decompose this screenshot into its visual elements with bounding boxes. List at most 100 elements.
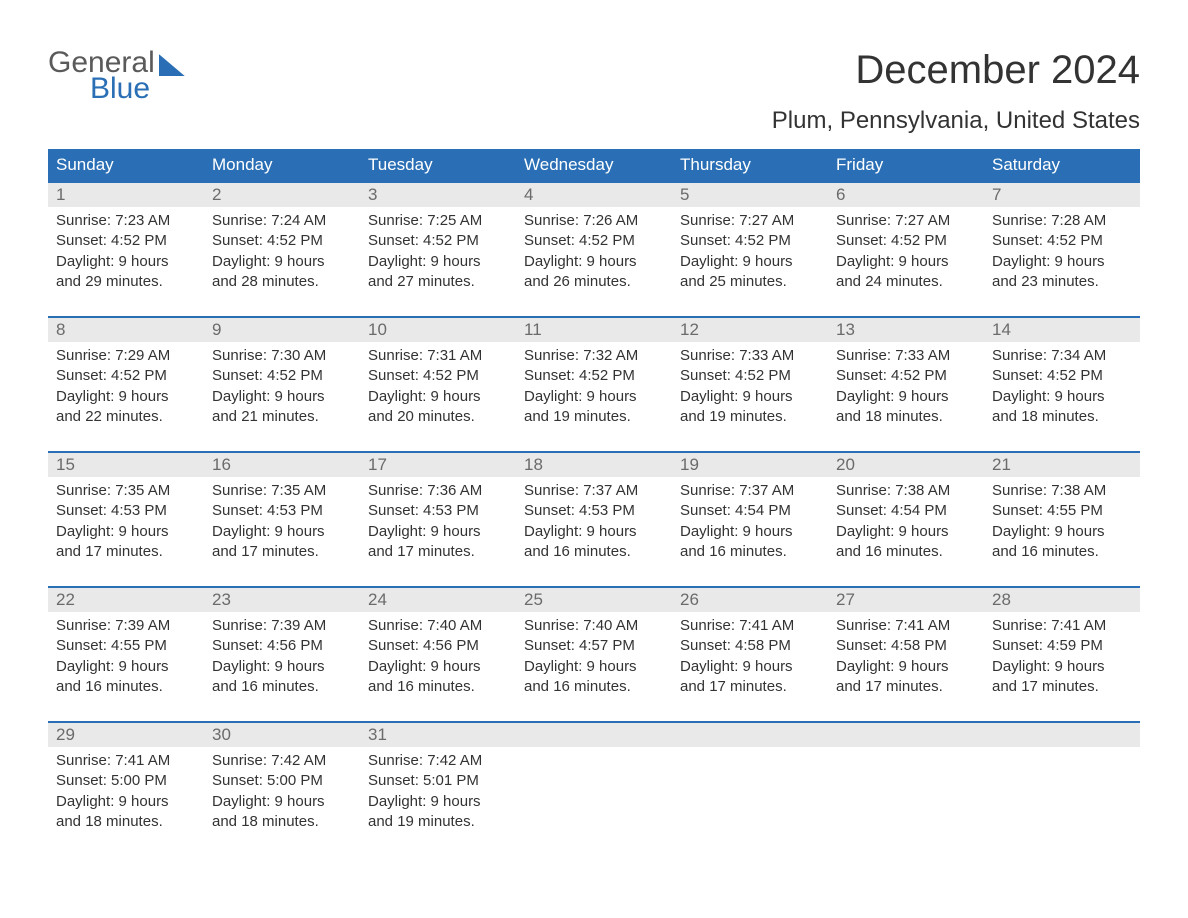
month-title: December 2024	[772, 48, 1140, 93]
col-wednesday: Wednesday	[516, 149, 672, 181]
day-cell: 29 Sunrise: 7:41 AMSunset: 5:00 PMDayligh…	[48, 723, 204, 838]
day-number: 30	[204, 723, 360, 747]
day-cell: 2Sunrise: 7:24 AMSunset: 4:52 PMDaylight…	[204, 183, 360, 298]
day-info: Sunrise: 7:41 AMSunset: 5:00 PMDaylight:…	[56, 751, 196, 832]
day-cell	[516, 723, 672, 838]
day-cell: 27Sunrise: 7:41 AMSunset: 4:58 PMDayligh…	[828, 588, 984, 703]
day-info: Sunrise: 7:41 AMSunset: 4:58 PMDaylight:…	[836, 616, 976, 697]
day-cell: 11Sunrise: 7:32 AMSunset: 4:52 PMDayligh…	[516, 318, 672, 433]
day-cell: 3 Sunrise: 7:25 AMSunset: 4:52 PMDaylight…	[360, 183, 516, 298]
day-info: Sunrise: 7:39 AMSunset: 4:55 PMDaylight:…	[56, 616, 196, 697]
day-number: 7	[984, 183, 1140, 207]
day-number: 18	[516, 453, 672, 477]
day-cell	[984, 723, 1140, 838]
day-cell: 10Sunrise: 7:31 AMSunset: 4:52 PMDayligh…	[360, 318, 516, 433]
week-row: 22Sunrise: 7:39 AMSunset: 4:55 PMDayligh…	[48, 586, 1140, 703]
day-info: Sunrise: 7:41 AMSunset: 4:59 PMDaylight:…	[992, 616, 1132, 697]
day-cell: 30 Sunrise: 7:42 AMSunset: 5:00 PMDayligh…	[204, 723, 360, 838]
day-cell: 19Sunrise: 7:37 AMSunset: 4:54 PMDayligh…	[672, 453, 828, 568]
day-info: Sunrise: 7:42 AMSunset: 5:00 PMDaylight:…	[212, 751, 352, 832]
weeks-container: 1Sunrise: 7:23 AMSunset: 4:52 PMDaylight…	[48, 181, 1140, 838]
day-info: Sunrise: 7:38 AMSunset: 4:54 PMDaylight:…	[836, 481, 976, 562]
day-cell: 13Sunrise: 7:33 AMSunset: 4:52 PMDayligh…	[828, 318, 984, 433]
day-number: 5	[672, 183, 828, 207]
week-row: 8 Sunrise: 7:29 AMSunset: 4:52 PMDaylight…	[48, 316, 1140, 433]
day-cell: 8 Sunrise: 7:29 AMSunset: 4:52 PMDaylight…	[48, 318, 204, 433]
day-cell: 17 Sunrise: 7:36 AMSunset: 4:53 PMDayligh…	[360, 453, 516, 568]
day-info: Sunrise: 7:34 AMSunset: 4:52 PMDaylight:…	[992, 346, 1132, 427]
weekday-header-row: Sunday Monday Tuesday Wednesday Thursday…	[48, 149, 1140, 181]
day-info: Sunrise: 7:39 AMSunset: 4:56 PMDaylight:…	[212, 616, 352, 697]
col-saturday: Saturday	[984, 149, 1140, 181]
brand-logo: General Blue	[48, 48, 185, 104]
day-info: Sunrise: 7:28 AMSunset: 4:52 PMDaylight:…	[992, 211, 1132, 292]
day-number	[672, 723, 828, 747]
day-number	[984, 723, 1140, 747]
week-row: 1Sunrise: 7:23 AMSunset: 4:52 PMDaylight…	[48, 181, 1140, 298]
col-monday: Monday	[204, 149, 360, 181]
day-cell: 4 Sunrise: 7:26 AMSunset: 4:52 PMDaylight…	[516, 183, 672, 298]
day-number: 23	[204, 588, 360, 612]
day-info: Sunrise: 7:29 AMSunset: 4:52 PMDaylight:…	[56, 346, 196, 427]
day-cell: 26 Sunrise: 7:41 AMSunset: 4:58 PMDayligh…	[672, 588, 828, 703]
header: General Blue December 2024 Plum, Pennsyl…	[48, 48, 1140, 135]
day-info: Sunrise: 7:33 AMSunset: 4:52 PMDaylight:…	[680, 346, 820, 427]
day-number: 3	[360, 183, 516, 207]
day-number	[828, 723, 984, 747]
day-info: Sunrise: 7:40 AMSunset: 4:57 PMDaylight:…	[524, 616, 664, 697]
col-tuesday: Tuesday	[360, 149, 516, 181]
day-info: Sunrise: 7:37 AMSunset: 4:53 PMDaylight:…	[524, 481, 664, 562]
day-info: Sunrise: 7:37 AMSunset: 4:54 PMDaylight:…	[680, 481, 820, 562]
day-info: Sunrise: 7:35 AMSunset: 4:53 PMDaylight:…	[212, 481, 352, 562]
day-info: Sunrise: 7:41 AMSunset: 4:58 PMDaylight:…	[680, 616, 820, 697]
day-number: 4	[516, 183, 672, 207]
week-row: 29 Sunrise: 7:41 AMSunset: 5:00 PMDayligh…	[48, 721, 1140, 838]
day-cell: 15 Sunrise: 7:35 AMSunset: 4:53 PMDayligh…	[48, 453, 204, 568]
day-cell: 24Sunrise: 7:40 AMSunset: 4:56 PMDayligh…	[360, 588, 516, 703]
day-info: Sunrise: 7:31 AMSunset: 4:52 PMDaylight:…	[368, 346, 508, 427]
day-cell: 20 Sunrise: 7:38 AMSunset: 4:54 PMDayligh…	[828, 453, 984, 568]
day-cell: 18 Sunrise: 7:37 AMSunset: 4:53 PMDayligh…	[516, 453, 672, 568]
day-info: Sunrise: 7:26 AMSunset: 4:52 PMDaylight:…	[524, 211, 664, 292]
day-info: Sunrise: 7:23 AMSunset: 4:52 PMDaylight:…	[56, 211, 196, 292]
day-cell: 6 Sunrise: 7:27 AMSunset: 4:52 PMDaylight…	[828, 183, 984, 298]
day-info: Sunrise: 7:36 AMSunset: 4:53 PMDaylight:…	[368, 481, 508, 562]
day-number: 17	[360, 453, 516, 477]
day-number: 24	[360, 588, 516, 612]
col-thursday: Thursday	[672, 149, 828, 181]
day-number: 20	[828, 453, 984, 477]
day-number: 11	[516, 318, 672, 342]
day-cell: 12Sunrise: 7:33 AMSunset: 4:52 PMDayligh…	[672, 318, 828, 433]
day-number: 29	[48, 723, 204, 747]
day-cell: 28 Sunrise: 7:41 AMSunset: 4:59 PMDayligh…	[984, 588, 1140, 703]
location-subtitle: Plum, Pennsylvania, United States	[772, 107, 1140, 135]
day-cell: 5Sunrise: 7:27 AMSunset: 4:52 PMDaylight…	[672, 183, 828, 298]
day-cell: 21Sunrise: 7:38 AMSunset: 4:55 PMDayligh…	[984, 453, 1140, 568]
day-info: Sunrise: 7:35 AMSunset: 4:53 PMDaylight:…	[56, 481, 196, 562]
day-number	[516, 723, 672, 747]
day-info: Sunrise: 7:38 AMSunset: 4:55 PMDaylight:…	[992, 481, 1132, 562]
week-row: 15 Sunrise: 7:35 AMSunset: 4:53 PMDayligh…	[48, 451, 1140, 568]
day-number: 6	[828, 183, 984, 207]
day-cell: 7 Sunrise: 7:28 AMSunset: 4:52 PMDaylight…	[984, 183, 1140, 298]
day-cell: 23 Sunrise: 7:39 AMSunset: 4:56 PMDayligh…	[204, 588, 360, 703]
day-cell: 9 Sunrise: 7:30 AMSunset: 4:52 PMDaylight…	[204, 318, 360, 433]
day-cell	[828, 723, 984, 838]
logo-line2: Blue	[90, 74, 155, 104]
day-cell: 25Sunrise: 7:40 AMSunset: 4:57 PMDayligh…	[516, 588, 672, 703]
day-number: 8	[48, 318, 204, 342]
day-info: Sunrise: 7:25 AMSunset: 4:52 PMDaylight:…	[368, 211, 508, 292]
day-number: 9	[204, 318, 360, 342]
day-number: 15	[48, 453, 204, 477]
day-number: 31	[360, 723, 516, 747]
day-cell: 31Sunrise: 7:42 AMSunset: 5:01 PMDayligh…	[360, 723, 516, 838]
day-cell	[672, 723, 828, 838]
day-number: 26	[672, 588, 828, 612]
day-number: 28	[984, 588, 1140, 612]
day-number: 16	[204, 453, 360, 477]
day-info: Sunrise: 7:27 AMSunset: 4:52 PMDaylight:…	[836, 211, 976, 292]
day-cell: 22Sunrise: 7:39 AMSunset: 4:55 PMDayligh…	[48, 588, 204, 703]
day-info: Sunrise: 7:30 AMSunset: 4:52 PMDaylight:…	[212, 346, 352, 427]
day-cell: 1Sunrise: 7:23 AMSunset: 4:52 PMDaylight…	[48, 183, 204, 298]
day-number: 13	[828, 318, 984, 342]
